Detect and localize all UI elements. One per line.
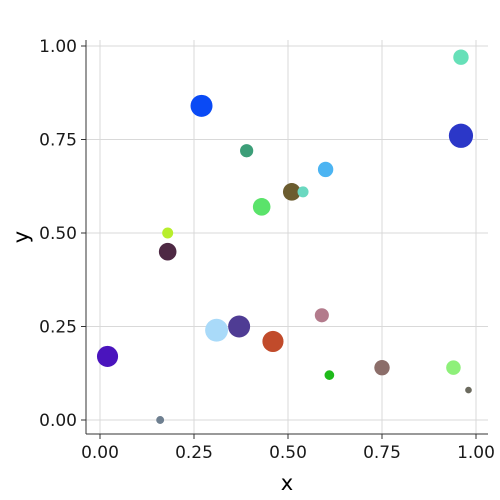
data-point (228, 315, 251, 338)
data-point (156, 416, 165, 424)
data-point (252, 198, 271, 216)
data-points (96, 49, 474, 424)
data-point (448, 123, 474, 148)
data-point (324, 370, 335, 380)
y-tick-label: 0.25 (39, 318, 77, 338)
data-point (190, 94, 213, 117)
y-axis-title: y (9, 231, 33, 243)
data-point (317, 161, 334, 178)
x-tick-label: 0.25 (175, 443, 213, 463)
data-point (205, 318, 228, 342)
data-point (96, 345, 119, 367)
data-point (453, 49, 469, 65)
data-point (465, 386, 472, 394)
data-point (314, 308, 329, 323)
grid (86, 40, 488, 434)
data-point (158, 242, 177, 261)
data-point (162, 227, 174, 239)
y-tick-label: 0.00 (39, 411, 77, 431)
y-tick-label: 0.75 (39, 131, 77, 151)
y-tick-label: 1.00 (39, 37, 77, 57)
data-point (297, 186, 309, 198)
axes (85, 40, 488, 435)
data-point (446, 360, 461, 375)
x-tick-label: 0.00 (81, 443, 119, 463)
x-tick-label: 0.75 (363, 443, 401, 463)
data-point (374, 359, 390, 376)
x-tick-label: 1.00 (457, 443, 495, 463)
x-tick-label: 0.50 (269, 443, 307, 463)
x-axis-title: x (281, 471, 293, 495)
data-point (262, 330, 284, 353)
data-point (240, 144, 254, 158)
data-point (282, 183, 301, 201)
y-tick-label: 0.50 (39, 224, 77, 244)
ticks: 0.00 0.25 0.50 0.75 1.00 0.00 0.25 0.50 0.75 1.00 (39, 37, 495, 463)
